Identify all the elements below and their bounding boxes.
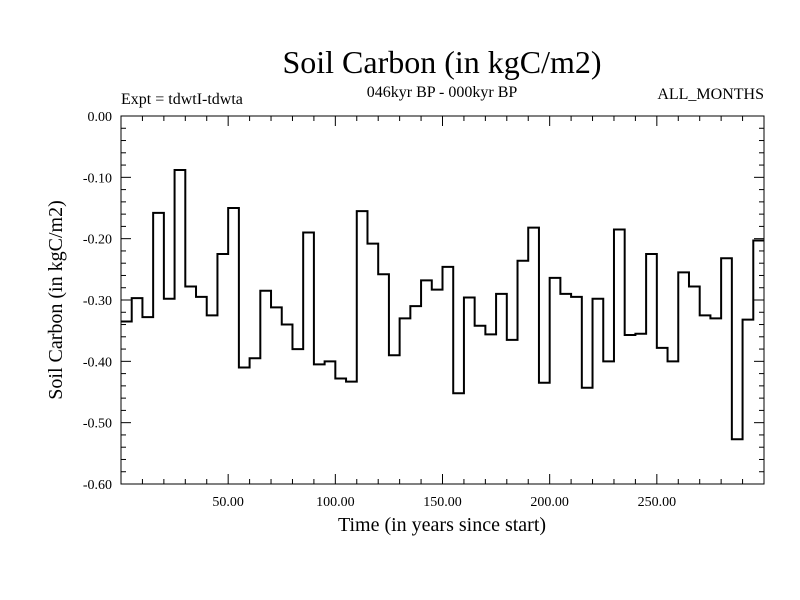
y-axis-label: Soil Carbon (in kgC/m2)	[45, 200, 67, 399]
y-tick-label: -0.40	[83, 355, 112, 370]
y-tick-label: -0.60	[83, 478, 112, 493]
series-line	[121, 168, 764, 441]
x-tick-label: 100.00	[316, 495, 355, 510]
x-tick-label: 150.00	[423, 495, 462, 510]
x-tick-label: 250.00	[638, 495, 677, 510]
months-label: ALL_MONTHS	[657, 86, 764, 103]
x-tick-label: 200.00	[530, 495, 569, 510]
chart-title: Soil Carbon (in kgC/m2)	[282, 44, 601, 80]
y-tick-label: -0.50	[83, 417, 112, 432]
y-tick-label: -0.10	[83, 171, 112, 186]
experiment-label: Expt = tdwtI-tdwta	[121, 91, 243, 108]
time-range-label: 046kyr BP - 000kyr BP	[367, 84, 518, 101]
x-axis-label: Time (in years since start)	[338, 514, 546, 536]
x-axis: 50.00 100.00 150.00 200.00 250.00	[141, 116, 744, 510]
y-axis: 0.00 -0.10 -0.20 -0.30 -0.40 -0.50 -0.60	[83, 110, 764, 493]
y-tick-label: -0.30	[83, 294, 112, 309]
y-tick-label: -0.20	[83, 233, 112, 248]
x-tick-label: 50.00	[212, 495, 244, 510]
y-tick-label: 0.00	[88, 110, 113, 125]
